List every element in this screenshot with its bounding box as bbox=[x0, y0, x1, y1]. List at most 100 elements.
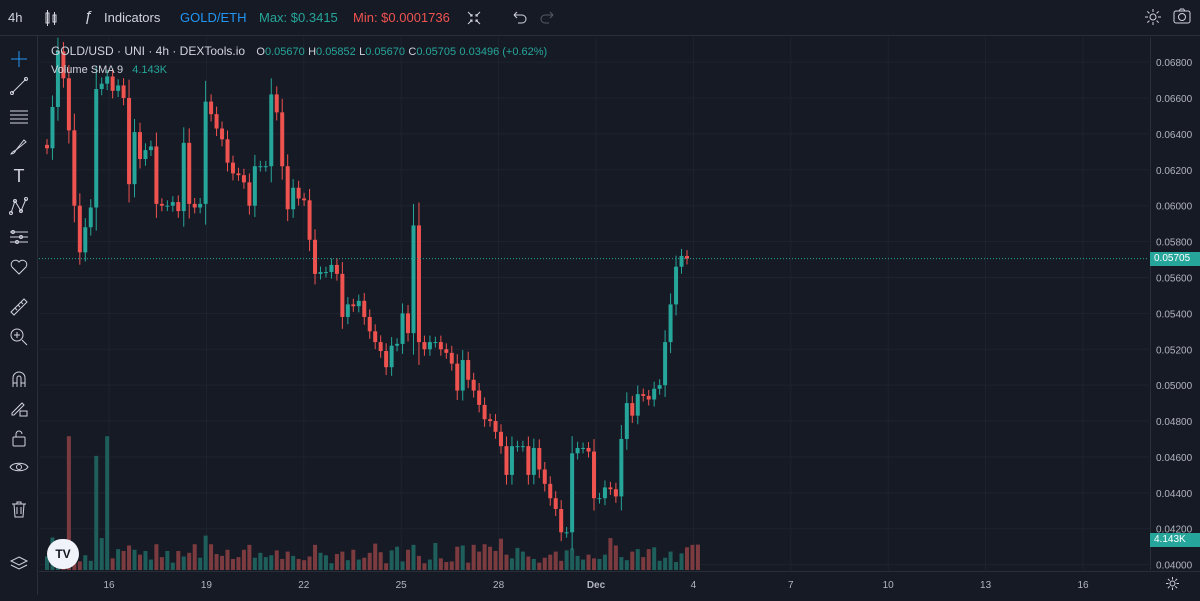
volume-bar bbox=[209, 544, 214, 570]
layers-icon[interactable] bbox=[9, 554, 29, 574]
fib-icon[interactable] bbox=[9, 107, 29, 127]
compare-icon[interactable] bbox=[466, 10, 482, 29]
low-label: L bbox=[359, 46, 366, 58]
pattern-icon[interactable] bbox=[9, 196, 29, 216]
eye-icon[interactable] bbox=[9, 457, 29, 477]
drawing-toolbar: T bbox=[0, 36, 38, 595]
price-tick-label: 0.04200 bbox=[1156, 525, 1193, 536]
volume-bar bbox=[564, 550, 569, 570]
crosshair-icon[interactable] bbox=[9, 49, 29, 69]
candle-body bbox=[296, 187, 301, 199]
magnet-icon[interactable] bbox=[9, 369, 29, 389]
candlestick-chart[interactable] bbox=[39, 37, 1149, 570]
time-axis[interactable]: 16 19 22 25 28 Dec 4 7 10 13 16 bbox=[39, 571, 1200, 595]
settings-gear-icon[interactable] bbox=[1144, 8, 1162, 29]
volume-bar bbox=[542, 557, 547, 570]
candle-body bbox=[274, 94, 279, 113]
time-tick-label: 16 bbox=[103, 580, 115, 591]
volume-bar bbox=[471, 544, 476, 570]
brush-icon[interactable] bbox=[9, 137, 29, 157]
volume-bar bbox=[373, 543, 378, 570]
time-tick-label: 22 bbox=[298, 580, 310, 591]
axis-settings-icon[interactable] bbox=[1165, 576, 1180, 596]
candle-body bbox=[427, 342, 432, 350]
volume-bar bbox=[99, 538, 104, 570]
pair-link[interactable]: GOLD/ETH bbox=[180, 10, 247, 25]
volume-bar bbox=[630, 551, 635, 570]
candle-body bbox=[684, 255, 689, 259]
volume-bar bbox=[449, 561, 454, 570]
trash-icon[interactable] bbox=[9, 499, 29, 519]
fx-icon[interactable]: ƒ bbox=[84, 8, 93, 25]
volume-bar bbox=[94, 455, 99, 570]
candle-body bbox=[570, 453, 575, 533]
text-icon[interactable]: T bbox=[13, 166, 25, 186]
volume-bar bbox=[88, 560, 93, 570]
max-price: Max: $0.3415 bbox=[259, 10, 338, 25]
candle-body bbox=[351, 304, 356, 307]
volume-bar bbox=[619, 557, 624, 570]
undo-icon[interactable] bbox=[511, 10, 527, 27]
volume-bar bbox=[624, 560, 629, 570]
volume-bar bbox=[351, 549, 356, 570]
change-value: 0.03496 (+0.62%) bbox=[459, 46, 548, 58]
candle-body bbox=[209, 101, 214, 115]
candle-body bbox=[471, 379, 476, 391]
prediction-icon[interactable] bbox=[9, 227, 29, 247]
chart-pane[interactable]: TV bbox=[39, 37, 1149, 570]
volume-bar bbox=[285, 551, 290, 570]
candle-body bbox=[105, 76, 110, 84]
volume-bar bbox=[230, 558, 235, 570]
tradingview-logo[interactable]: TV bbox=[47, 539, 79, 569]
volume-bar bbox=[422, 563, 427, 570]
candle-body bbox=[411, 225, 416, 334]
volume-bar bbox=[356, 559, 361, 570]
price-tick-label: 0.05800 bbox=[1156, 238, 1193, 249]
candle-body bbox=[378, 342, 383, 352]
candle-body bbox=[165, 205, 170, 207]
candle-body bbox=[154, 146, 159, 204]
volume-bar bbox=[395, 546, 400, 570]
heart-icon[interactable] bbox=[9, 257, 29, 277]
volume-bar bbox=[159, 557, 164, 570]
price-axis[interactable]: 0.06800 0.06600 0.06400 0.06200 0.06000 0.058… bbox=[1150, 37, 1200, 572]
interval-button[interactable]: 4h bbox=[8, 10, 23, 25]
lock-icon[interactable] bbox=[9, 428, 29, 448]
candle-body bbox=[395, 343, 400, 346]
candle-type-icon[interactable] bbox=[44, 10, 58, 29]
volume-bar bbox=[613, 545, 618, 570]
candle-body bbox=[400, 313, 405, 344]
volume-bar bbox=[198, 557, 203, 570]
candle-body bbox=[323, 272, 328, 274]
volume-bar bbox=[602, 554, 607, 570]
price-tick-label: 0.04000 bbox=[1156, 561, 1193, 570]
volume-bar bbox=[362, 557, 367, 570]
candle-body bbox=[318, 272, 323, 274]
candle-body bbox=[99, 83, 104, 90]
candle-body bbox=[373, 331, 378, 343]
close-label: C bbox=[408, 46, 417, 58]
volume-bar bbox=[378, 552, 383, 570]
volume-bar bbox=[466, 562, 471, 570]
volume-bar bbox=[652, 547, 657, 570]
redo-icon[interactable] bbox=[540, 10, 556, 27]
volume-bar bbox=[690, 544, 695, 570]
camera-icon[interactable] bbox=[1173, 8, 1191, 27]
volume-bar bbox=[477, 551, 482, 570]
trend-line-icon[interactable] bbox=[9, 76, 29, 96]
candle-body bbox=[515, 446, 520, 448]
ruler-icon[interactable] bbox=[9, 297, 29, 317]
candle-body bbox=[66, 78, 71, 131]
volume-bar bbox=[148, 559, 153, 570]
candle-body bbox=[291, 187, 296, 210]
time-tick-label: 7 bbox=[788, 580, 794, 591]
volume-bar bbox=[165, 550, 170, 570]
open-value: 0.05670 bbox=[264, 46, 305, 58]
volume-bar bbox=[406, 549, 411, 570]
zoom-in-icon[interactable] bbox=[9, 327, 29, 347]
lock-drawing-icon[interactable] bbox=[9, 398, 29, 418]
candle-body bbox=[635, 394, 640, 416]
volume-bar bbox=[570, 548, 575, 570]
volume-bar bbox=[641, 557, 646, 570]
indicators-button[interactable]: Indicators bbox=[104, 10, 161, 25]
